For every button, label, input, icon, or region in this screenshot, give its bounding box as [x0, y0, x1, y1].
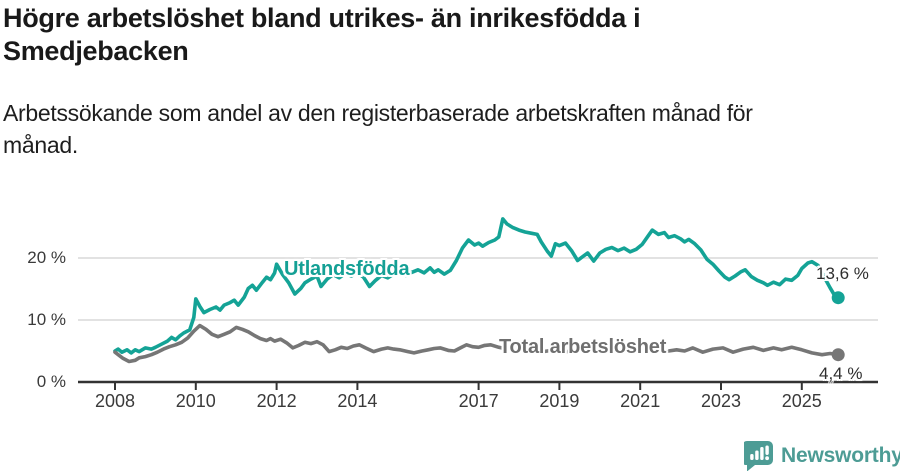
end-dot-0 [831, 291, 845, 305]
series-label-utlandsfodda: Utlandsfödda [284, 258, 410, 280]
newsworthy-wordmark: Newsworthy [781, 443, 900, 467]
x-axis [78, 380, 878, 390]
chart-subtitle: Arbetssökande som andel av den registerb… [3, 100, 753, 158]
x-tick-label: 2014 [337, 391, 378, 411]
x-tick-label: 2017 [458, 391, 499, 411]
page-title: Högre arbetslöshet bland utrikes- än inr… [3, 3, 641, 66]
x-tick-label: 2023 [700, 391, 742, 411]
series-lines [113, 217, 845, 364]
end-value-label-utlandsfodda: 13,6 % [816, 264, 869, 283]
y-axis-labels: 0 % 10 % 20 % [0, 0, 66, 474]
series-label-total-arbetsloshet: Total arbetslöshet [499, 336, 667, 358]
y-tick-label: 0 % [36, 372, 66, 391]
x-tick-label: 2019 [539, 391, 580, 411]
newsworthy-logo: Newsworthy [744, 440, 900, 471]
y-tick-label: 10 % [27, 310, 66, 329]
x-tick-label: 2025 [781, 391, 822, 411]
data-line-0 [113, 217, 841, 355]
x-tick-label: 2010 [175, 391, 216, 411]
gridlines [78, 257, 878, 321]
x-tick-label: 2012 [256, 391, 297, 411]
x-tick-label: 2021 [620, 391, 661, 411]
data-line-1 [113, 323, 841, 364]
x-tick-label: 2008 [94, 391, 136, 411]
y-tick-label: 20 % [27, 248, 66, 267]
end-value-label-total: 4,4 % [819, 364, 863, 383]
newsworthy-bubble-chart-icon [744, 441, 773, 471]
end-dot-1 [831, 348, 845, 362]
